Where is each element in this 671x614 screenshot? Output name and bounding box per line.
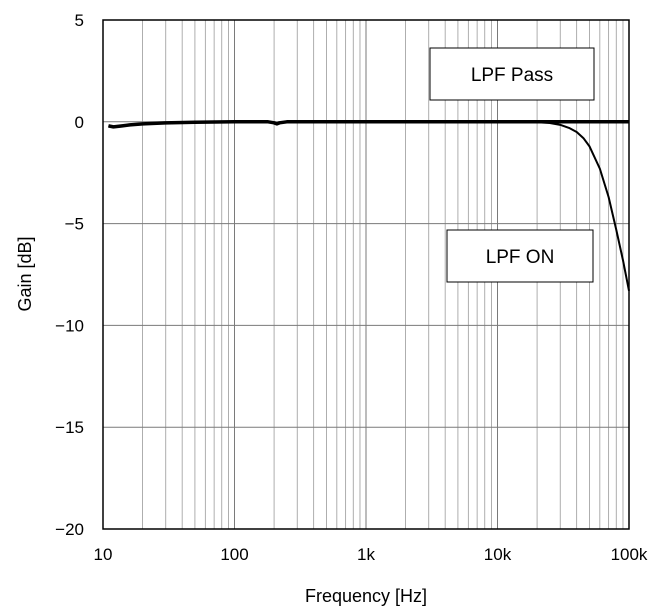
x-tick-label: 10k bbox=[484, 545, 512, 564]
annotation-lpf-pass: LPF Pass bbox=[429, 47, 595, 101]
annotation-box bbox=[446, 229, 594, 283]
y-axis-title: Gain [dB] bbox=[15, 236, 35, 311]
x-tick-label: 100k bbox=[611, 545, 648, 564]
y-tick-labels: 5 0 −5 −10 −15 −20 bbox=[55, 11, 84, 539]
y-tick-label: 5 bbox=[75, 11, 84, 30]
y-tick-label: −5 bbox=[65, 215, 84, 234]
y-tick-label: −10 bbox=[55, 316, 84, 335]
y-tick-label: −15 bbox=[55, 418, 84, 437]
plot-frame bbox=[102, 19, 630, 530]
x-tick-label: 10 bbox=[94, 545, 113, 564]
x-tick-label: 100 bbox=[220, 545, 248, 564]
x-axis-title: Frequency [Hz] bbox=[305, 586, 427, 606]
y-tick-label: 0 bbox=[75, 113, 84, 132]
series-line-lpf-pass bbox=[108, 120, 629, 129]
annotation-lpf-on: LPF ON bbox=[446, 229, 594, 283]
y-tick-label: −20 bbox=[55, 520, 84, 539]
annotation-label: LPF ON bbox=[486, 247, 555, 268]
x-tick-labels: 10 100 1k 10k 100k bbox=[94, 545, 648, 564]
annotation-label: LPF Pass bbox=[471, 65, 553, 86]
x-tick-label: 1k bbox=[357, 545, 375, 564]
annotation-box bbox=[429, 47, 595, 101]
series-layer bbox=[108, 120, 630, 291]
